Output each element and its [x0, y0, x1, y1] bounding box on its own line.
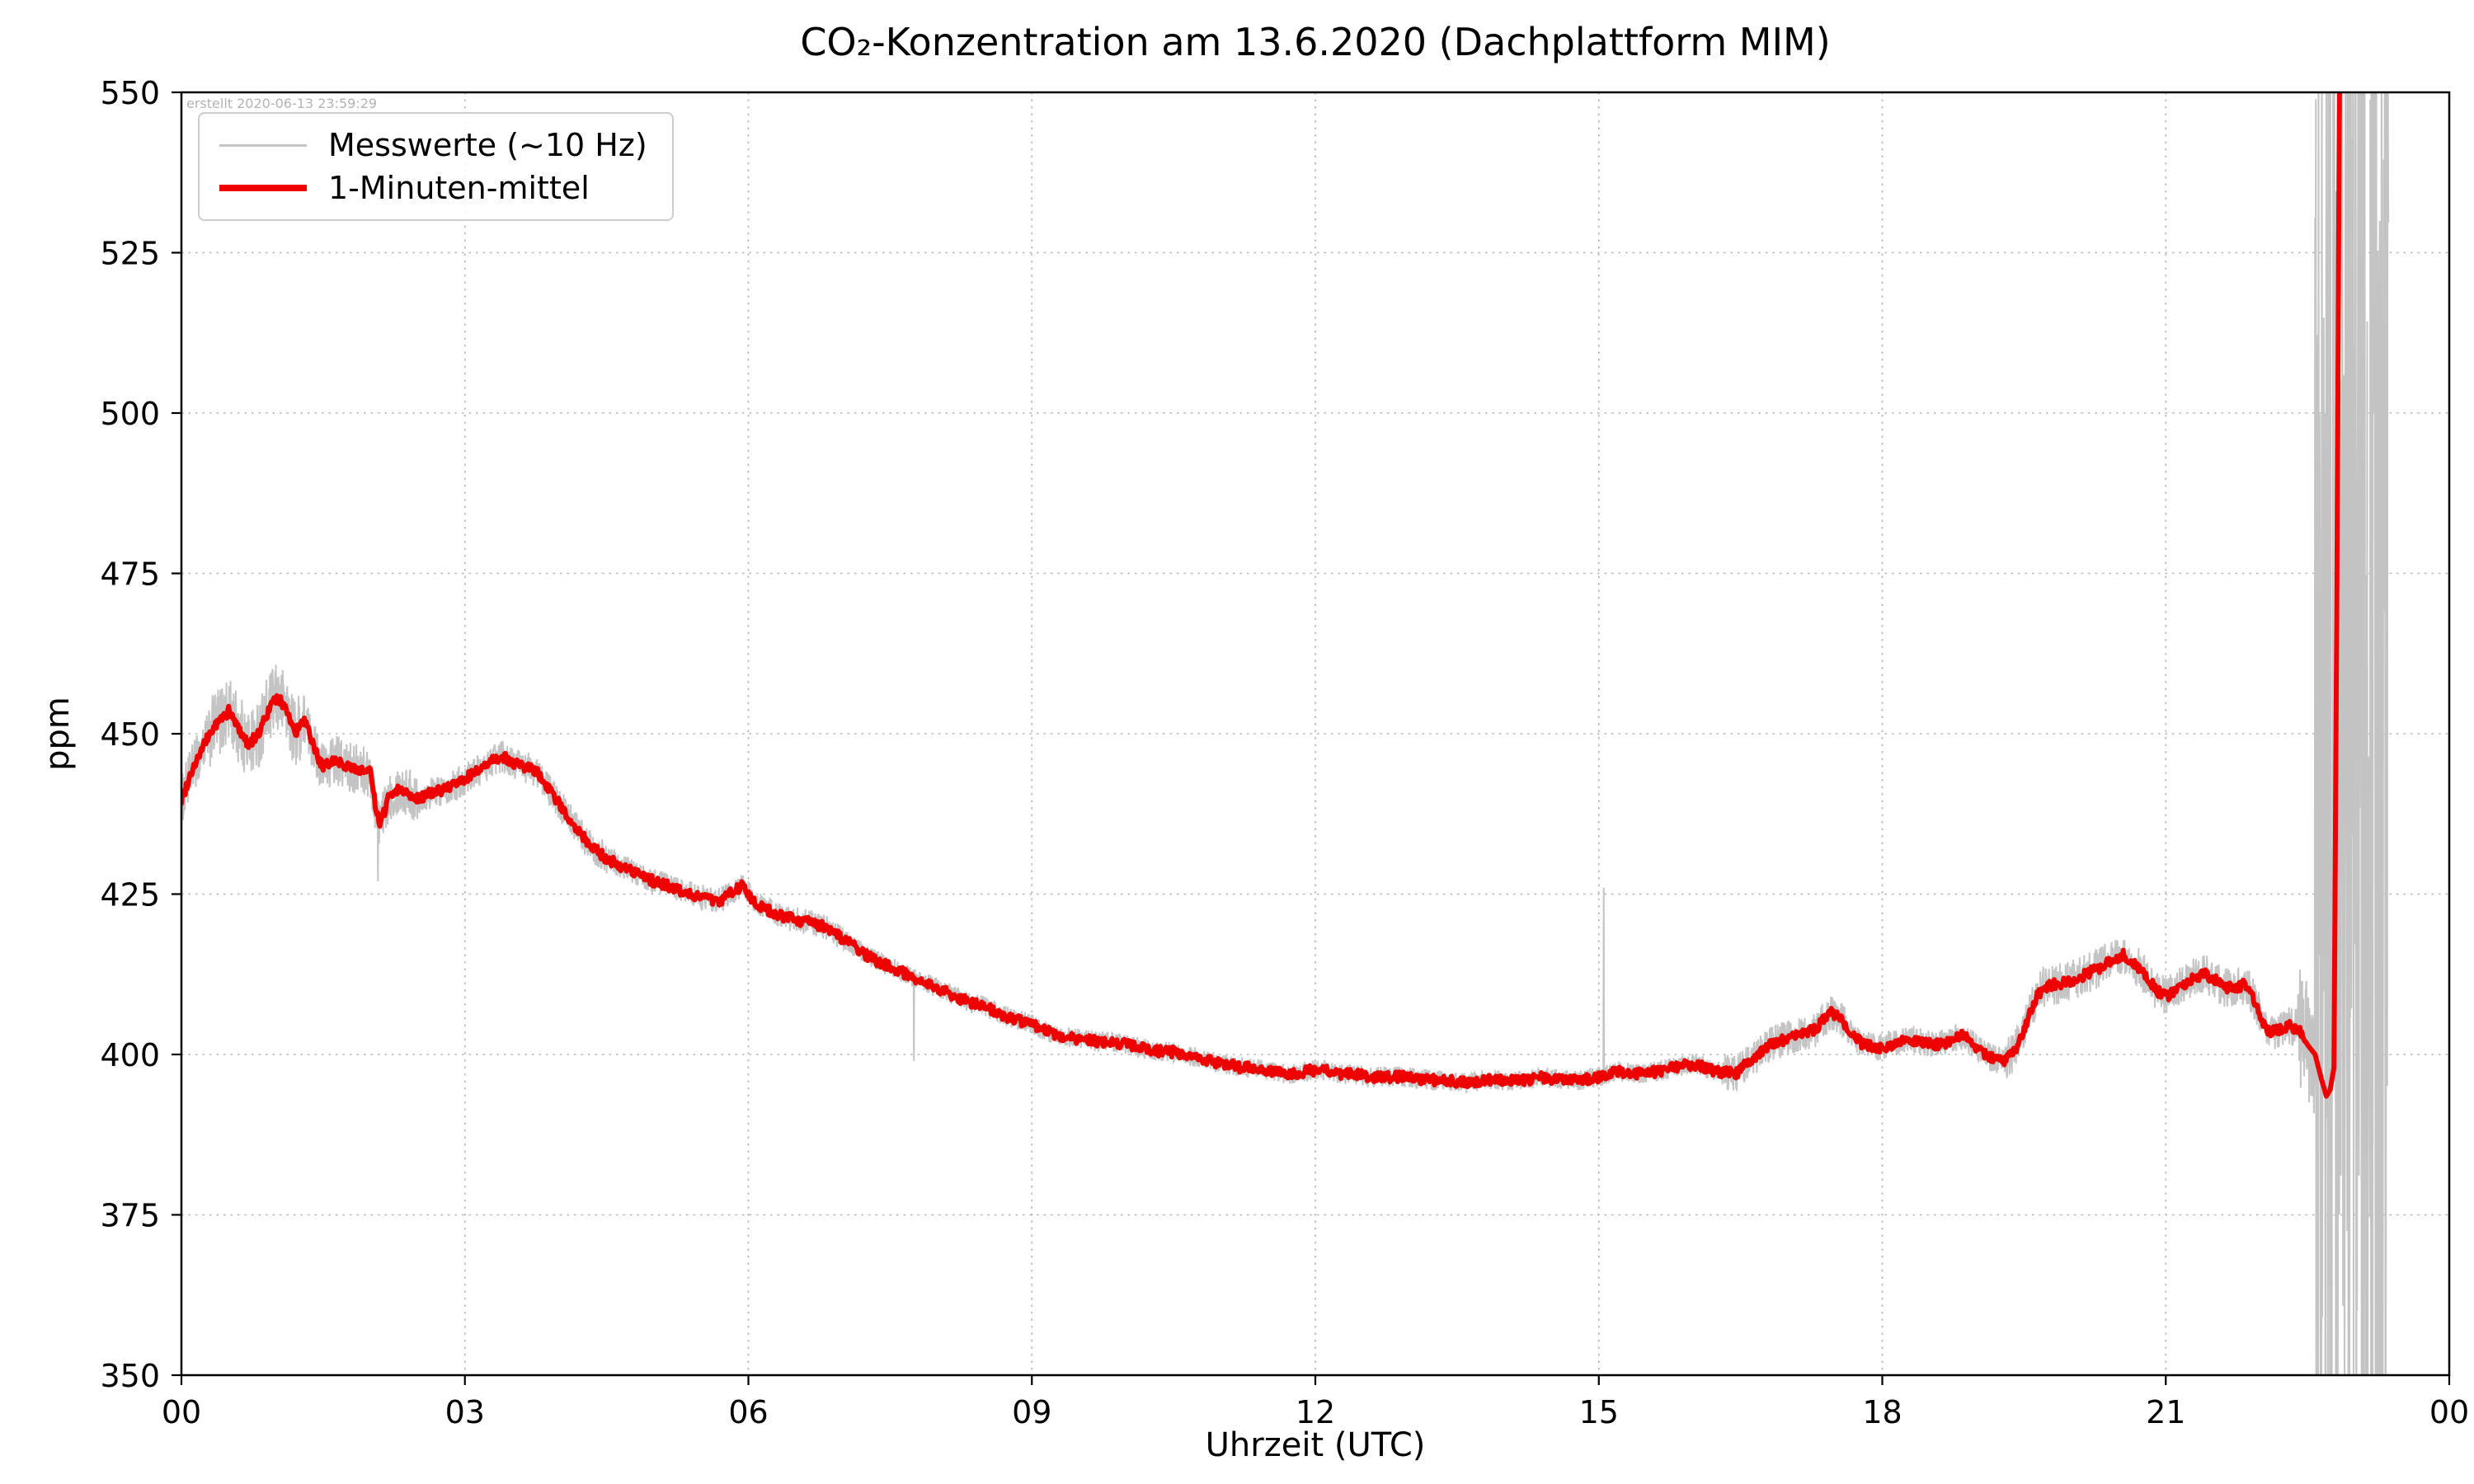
- y-axis-label: ppm: [39, 697, 77, 771]
- legend: Messwerte (~10 Hz) 1-Minuten-mittel: [198, 112, 674, 221]
- y-tick-label: 425: [100, 877, 160, 913]
- mean-line-sample-icon: [219, 185, 307, 191]
- y-tick-label: 350: [100, 1358, 160, 1394]
- x-tick-label: 18: [1862, 1394, 1902, 1430]
- legend-item-minutenmittel: 1-Minuten-mittel: [219, 167, 647, 209]
- mean-line-trace: [181, 92, 2342, 1099]
- y-tick-label: 475: [100, 556, 160, 593]
- raw-line-sample-icon: [219, 143, 307, 147]
- x-tick-label: 21: [2146, 1394, 2185, 1430]
- created-timestamp-note: erstellt 2020-06-13 23:59:29: [186, 96, 378, 111]
- chart-title: CO₂-Konzentration am 13.6.2020 (Dachplat…: [800, 20, 1831, 64]
- y-tick-label: 500: [100, 396, 160, 432]
- plot-border: [180, 91, 2451, 1377]
- x-tick-label: 03: [445, 1394, 485, 1430]
- legend-item-messwerte: Messwerte (~10 Hz): [219, 124, 647, 167]
- x-axis-label: Uhrzeit (UTC): [1205, 1426, 1426, 1464]
- y-tick-label: 375: [100, 1198, 160, 1234]
- x-tick-label: 00: [2429, 1394, 2469, 1430]
- x-tick-label: 00: [162, 1394, 201, 1430]
- y-tick-label: 400: [100, 1037, 160, 1073]
- x-tick-label: 06: [728, 1394, 768, 1430]
- x-tick-label: 09: [1012, 1394, 1051, 1430]
- legend-label-minutenmittel: 1-Minuten-mittel: [328, 170, 590, 206]
- x-tick-label: 15: [1579, 1394, 1619, 1430]
- y-tick-label: 550: [100, 75, 160, 111]
- x-tick-label: 12: [1296, 1394, 1335, 1430]
- legend-label-messwerte: Messwerte (~10 Hz): [328, 127, 647, 163]
- y-tick-label: 525: [100, 236, 160, 272]
- y-tick-label: 450: [100, 716, 160, 753]
- raw-data-trace: [181, 92, 2390, 1375]
